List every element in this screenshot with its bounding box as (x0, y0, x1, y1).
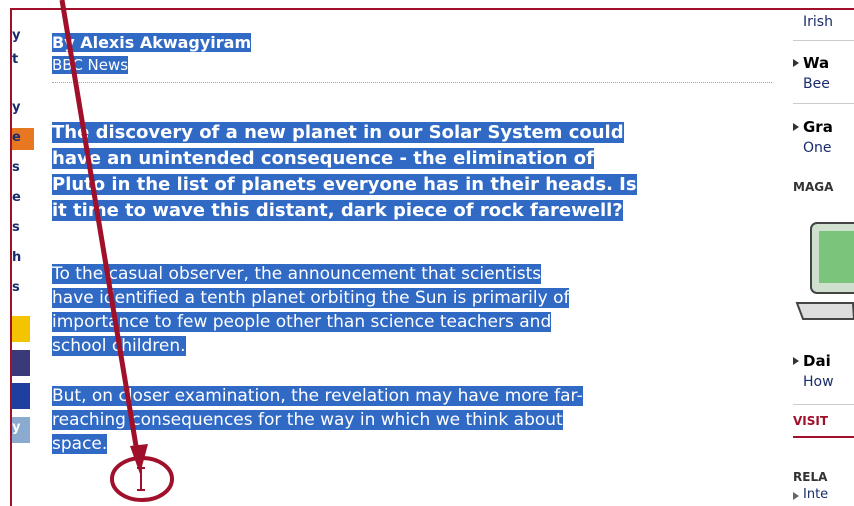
arrow-line (62, 0, 138, 458)
annotation (0, 0, 854, 506)
text-cursor (137, 468, 145, 490)
page: ytyeseshsy By Alexis Akwagyiram BBC News… (0, 0, 854, 506)
